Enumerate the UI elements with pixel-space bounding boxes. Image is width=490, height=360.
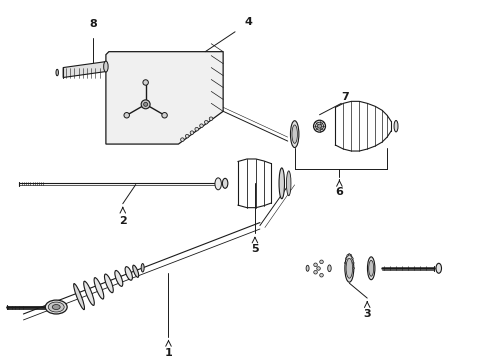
Text: 6: 6: [336, 187, 343, 197]
Ellipse shape: [49, 302, 64, 312]
Ellipse shape: [162, 113, 167, 118]
Circle shape: [353, 267, 354, 269]
Circle shape: [185, 134, 189, 138]
Ellipse shape: [316, 122, 323, 130]
Circle shape: [348, 253, 350, 255]
Ellipse shape: [143, 80, 148, 85]
Polygon shape: [106, 52, 223, 144]
Ellipse shape: [141, 264, 144, 272]
Ellipse shape: [94, 278, 104, 299]
Text: 1: 1: [165, 348, 172, 358]
Circle shape: [144, 102, 147, 106]
Circle shape: [190, 131, 194, 134]
Ellipse shape: [314, 120, 325, 132]
Ellipse shape: [104, 274, 113, 293]
Ellipse shape: [74, 284, 84, 310]
Circle shape: [209, 117, 213, 121]
Ellipse shape: [306, 265, 309, 271]
Circle shape: [347, 255, 348, 256]
Ellipse shape: [346, 258, 353, 278]
Text: 5: 5: [251, 244, 259, 255]
Circle shape: [141, 100, 150, 109]
Circle shape: [345, 258, 347, 259]
Ellipse shape: [56, 69, 58, 76]
Text: 3: 3: [364, 309, 371, 319]
Circle shape: [181, 138, 184, 141]
Circle shape: [352, 258, 353, 259]
Circle shape: [314, 270, 318, 274]
Circle shape: [317, 267, 320, 270]
Circle shape: [344, 262, 346, 264]
Ellipse shape: [124, 113, 129, 118]
Text: 2: 2: [119, 216, 126, 226]
Circle shape: [318, 124, 321, 128]
Circle shape: [314, 263, 318, 267]
Text: 4: 4: [244, 17, 252, 27]
Ellipse shape: [125, 267, 132, 280]
Ellipse shape: [291, 121, 299, 148]
Ellipse shape: [394, 121, 398, 132]
Ellipse shape: [368, 260, 374, 276]
Ellipse shape: [328, 265, 331, 272]
Ellipse shape: [222, 178, 228, 188]
Circle shape: [350, 255, 352, 256]
Ellipse shape: [368, 257, 375, 280]
Ellipse shape: [84, 281, 94, 305]
Ellipse shape: [292, 125, 297, 143]
Circle shape: [195, 127, 198, 131]
Circle shape: [200, 124, 203, 127]
Circle shape: [204, 121, 208, 124]
Ellipse shape: [45, 300, 67, 314]
Ellipse shape: [279, 168, 285, 199]
Text: 7: 7: [342, 93, 349, 102]
Polygon shape: [63, 62, 106, 77]
Circle shape: [353, 262, 354, 264]
Circle shape: [319, 274, 323, 277]
Ellipse shape: [52, 305, 60, 310]
Circle shape: [319, 260, 323, 264]
Ellipse shape: [345, 255, 354, 282]
Ellipse shape: [115, 270, 123, 286]
Ellipse shape: [215, 178, 221, 190]
Ellipse shape: [133, 265, 139, 277]
Text: 8: 8: [89, 19, 97, 29]
Ellipse shape: [436, 263, 441, 273]
Ellipse shape: [287, 171, 291, 196]
Ellipse shape: [104, 61, 108, 72]
